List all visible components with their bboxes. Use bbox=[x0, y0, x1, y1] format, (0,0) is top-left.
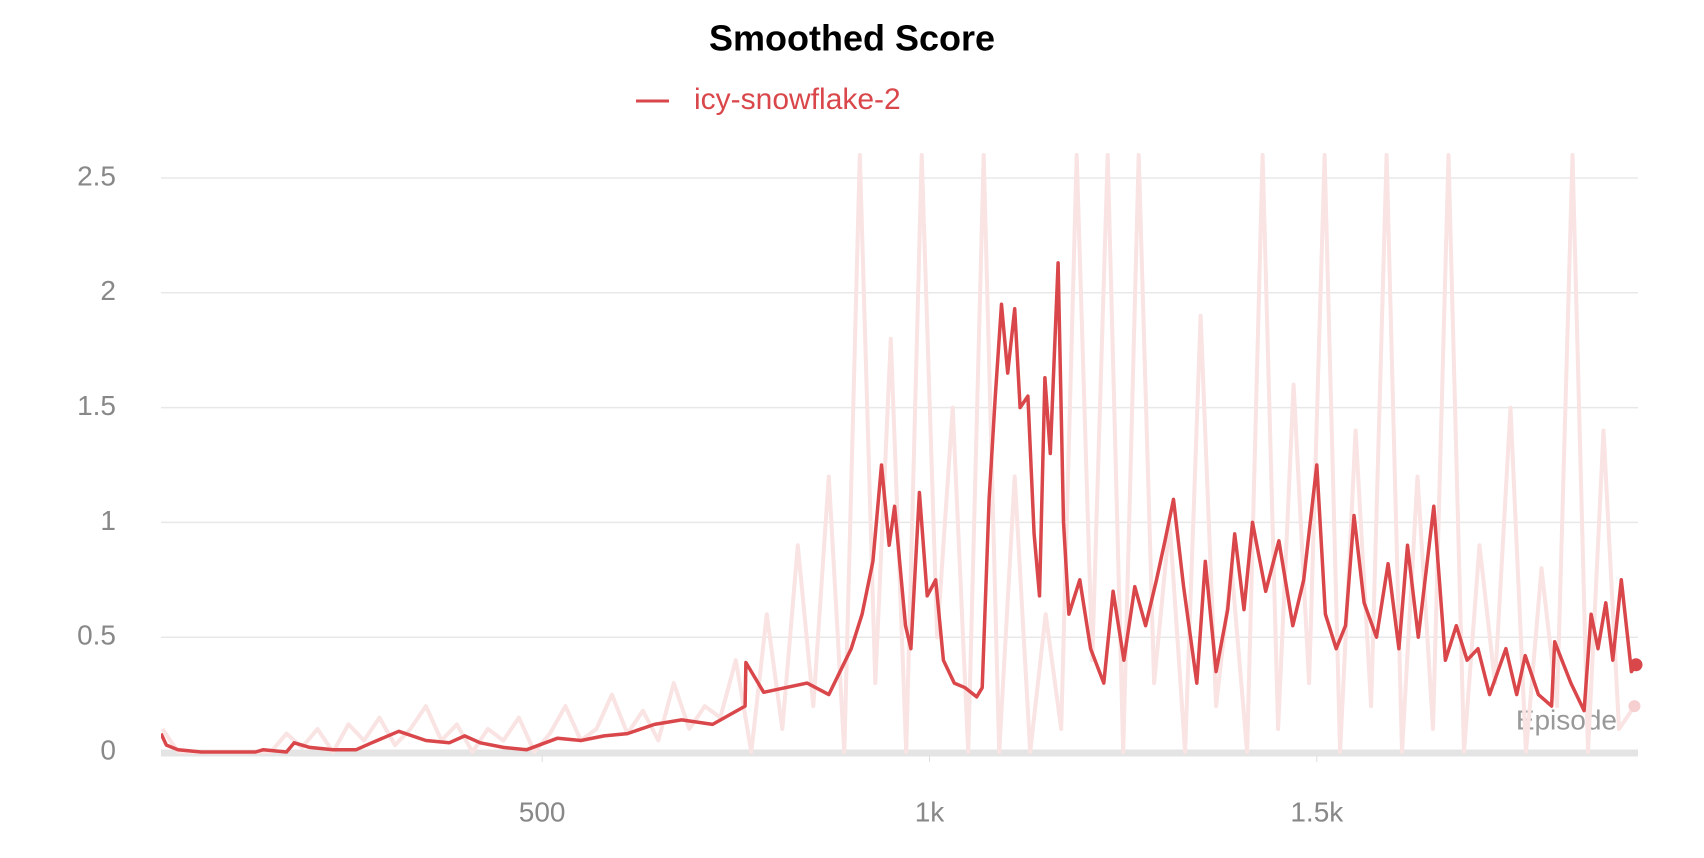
y-tick-label: 2.5 bbox=[77, 160, 116, 191]
smoothed-line bbox=[161, 261, 1638, 754]
raw-line bbox=[161, 153, 1637, 754]
y-tick-label: 0 bbox=[100, 734, 116, 765]
x-tick-label: 1k bbox=[915, 796, 946, 827]
legend-label: icy-snowflake-2 bbox=[694, 83, 901, 116]
y-tick-label: 1 bbox=[100, 505, 116, 536]
y-tick-label: 0.5 bbox=[77, 620, 116, 651]
end-point bbox=[1629, 658, 1643, 672]
raw-end-point bbox=[1628, 700, 1641, 713]
y-tick-label: 1.5 bbox=[77, 390, 116, 421]
chart-title: Smoothed Score bbox=[709, 18, 995, 59]
x-tick-label: 500 bbox=[519, 796, 566, 827]
x-axis-label: Episode bbox=[1516, 704, 1617, 735]
x-tick-label: 1.5k bbox=[1290, 796, 1344, 827]
plot-area bbox=[161, 153, 1638, 754]
y-tick-label: 2 bbox=[100, 275, 116, 306]
